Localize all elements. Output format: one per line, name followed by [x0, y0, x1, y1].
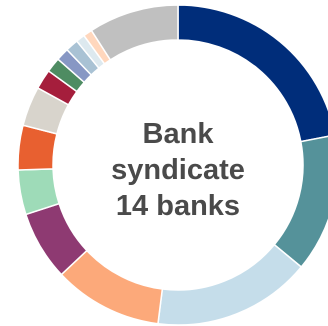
donut-slice-1 [177, 4, 328, 143]
center-label-line-3: 14 banks [115, 190, 241, 222]
donut-slice-15 [90, 4, 179, 61]
donut-slice-3 [157, 243, 303, 326]
donut-slice-4 [60, 249, 164, 325]
center-label-line-1: Bank [142, 118, 214, 150]
center-label: Bank syndicate 14 banks [54, 116, 302, 224]
center-label-line-2: syndicate [111, 154, 245, 186]
